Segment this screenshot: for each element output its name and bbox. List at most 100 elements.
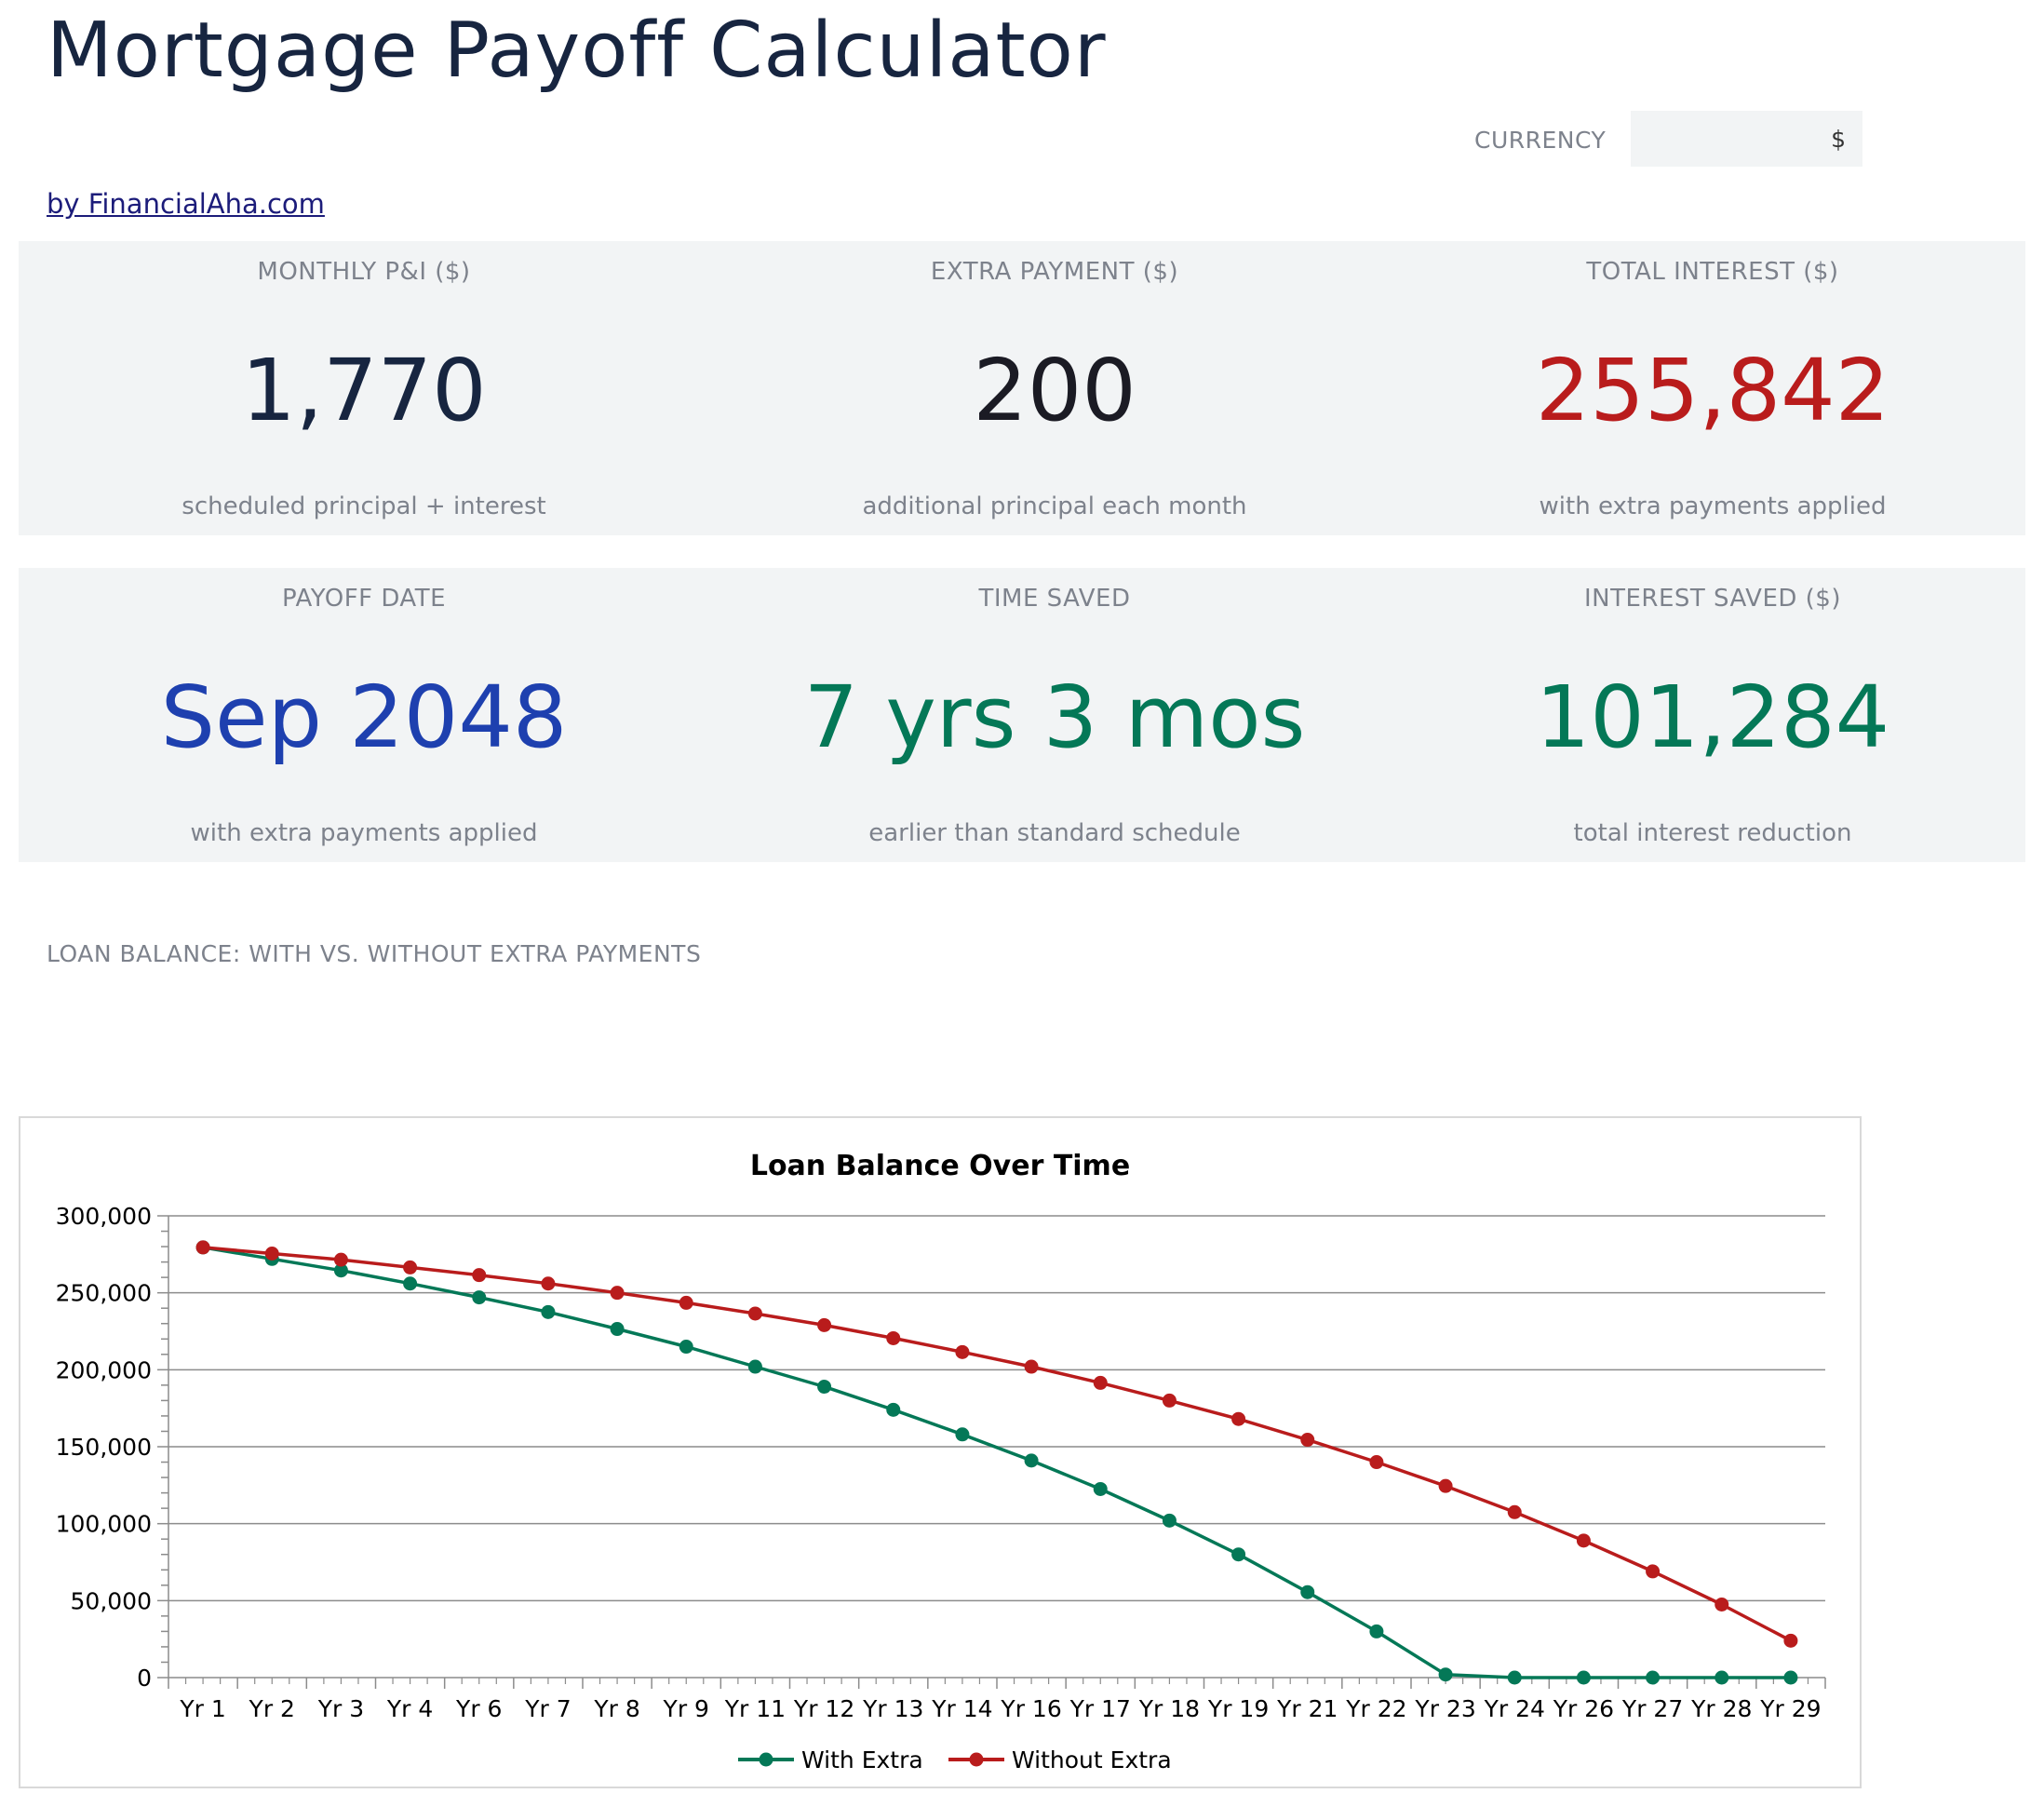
metric-card-time-saved: TIME SAVED 7 yrs 3 mos earlier than stan… bbox=[709, 568, 1400, 862]
legend-marker-without-extra bbox=[969, 1752, 984, 1767]
x-tick-label: Yr 21 bbox=[1276, 1695, 1338, 1722]
data-point-with-extra bbox=[817, 1380, 832, 1395]
y-tick-label: 300,000 bbox=[56, 1203, 152, 1230]
metric-label: TOTAL INTEREST ($) bbox=[1586, 258, 1839, 286]
legend-label-without-extra: Without Extra bbox=[1012, 1746, 1172, 1773]
data-point-with-extra bbox=[1024, 1453, 1039, 1468]
byline-link[interactable]: by FinancialAha.com bbox=[47, 188, 325, 220]
page-title: Mortgage Payoff Calculator bbox=[47, 7, 1107, 95]
metric-card-payoff-date: PAYOFF DATE Sep 2048 with extra payments… bbox=[19, 568, 709, 862]
x-tick-label: Yr 3 bbox=[317, 1695, 364, 1722]
x-tick-label: Yr 26 bbox=[1553, 1695, 1614, 1722]
x-tick-label: Yr 1 bbox=[179, 1695, 225, 1722]
data-point-with-extra bbox=[1783, 1670, 1798, 1685]
x-tick-label: Yr 27 bbox=[1621, 1695, 1683, 1722]
metric-label: EXTRA PAYMENT ($) bbox=[930, 258, 1179, 286]
data-point-without-extra bbox=[886, 1330, 901, 1345]
data-point-without-extra bbox=[541, 1276, 556, 1291]
metric-subtext: additional principal each month bbox=[862, 492, 1247, 520]
x-tick-label: Yr 29 bbox=[1759, 1695, 1821, 1722]
series-line-without-extra bbox=[202, 1246, 1792, 1642]
data-point-with-extra bbox=[1715, 1670, 1729, 1685]
data-point-without-extra bbox=[1715, 1597, 1729, 1611]
data-point-without-extra bbox=[610, 1286, 625, 1301]
metric-subtext: earlier than standard schedule bbox=[868, 819, 1241, 847]
data-point-with-extra bbox=[541, 1304, 556, 1319]
chart-section-heading: LOAN BALANCE: WITH VS. WITHOUT EXTRA PAY… bbox=[47, 940, 702, 967]
x-tick-label: Yr 9 bbox=[663, 1695, 709, 1722]
data-point-without-extra bbox=[472, 1268, 487, 1283]
y-tick-label: 250,000 bbox=[56, 1280, 152, 1307]
data-point-without-extra bbox=[195, 1240, 210, 1255]
x-tick-label: Yr 16 bbox=[1000, 1695, 1061, 1722]
y-tick-label: 100,000 bbox=[56, 1511, 152, 1538]
data-point-with-extra bbox=[1231, 1547, 1246, 1562]
metric-subtext: with extra payments applied bbox=[1539, 492, 1887, 520]
metric-card-monthly-pi: MONTHLY P&I ($) 1,770 scheduled principa… bbox=[19, 241, 709, 535]
data-point-without-extra bbox=[679, 1295, 693, 1310]
data-point-with-extra bbox=[1507, 1670, 1522, 1685]
data-point-with-extra bbox=[1300, 1584, 1315, 1599]
x-tick-label: Yr 13 bbox=[862, 1695, 923, 1722]
data-point-with-extra bbox=[610, 1322, 625, 1337]
currency-label: CURRENCY bbox=[1474, 127, 1607, 154]
data-point-without-extra bbox=[1576, 1533, 1591, 1548]
metric-subtext: total interest reduction bbox=[1573, 819, 1852, 847]
data-point-with-extra bbox=[747, 1359, 762, 1374]
series-line-with-extra bbox=[202, 1246, 1791, 1679]
x-tick-label: Yr 17 bbox=[1069, 1695, 1131, 1722]
data-point-without-extra bbox=[1024, 1359, 1039, 1374]
loan-balance-chart: Loan Balance Over Time 0 50,000 100,000 150… bbox=[19, 1116, 1862, 1788]
data-point-with-extra bbox=[886, 1402, 901, 1417]
metric-label: INTEREST SAVED ($) bbox=[1583, 585, 1841, 613]
metric-value: 255,842 bbox=[1535, 341, 1890, 440]
x-tick-label: Yr 24 bbox=[1484, 1695, 1545, 1722]
chart-axes: 0 50,000 100,000 150,000 200,000 250,000 300,0… bbox=[56, 1203, 1826, 1722]
currency-input[interactable] bbox=[1631, 111, 1862, 167]
data-point-without-extra bbox=[264, 1247, 279, 1261]
x-tick-label: Yr 22 bbox=[1345, 1695, 1406, 1722]
x-tick-label: Yr 28 bbox=[1690, 1695, 1752, 1722]
metric-subtext: with extra payments applied bbox=[190, 819, 538, 847]
data-point-without-extra bbox=[1093, 1375, 1108, 1390]
x-tick-label: Yr 18 bbox=[1138, 1695, 1200, 1722]
y-tick-label: 50,000 bbox=[71, 1587, 152, 1614]
data-point-without-extra bbox=[747, 1306, 762, 1321]
data-point-without-extra bbox=[333, 1252, 348, 1267]
metric-card-extra-payment: EXTRA PAYMENT ($) 200 additional princip… bbox=[709, 241, 1400, 535]
x-tick-label: Yr 6 bbox=[455, 1695, 502, 1722]
metric-label: MONTHLY P&I ($) bbox=[257, 258, 471, 286]
metrics-row-summary: MONTHLY P&I ($) 1,770 scheduled principa… bbox=[19, 241, 2025, 535]
data-point-with-extra bbox=[1646, 1670, 1661, 1685]
data-point-with-extra bbox=[1438, 1667, 1453, 1682]
metric-card-total-interest: TOTAL INTEREST ($) 255,842 with extra pa… bbox=[1400, 241, 2025, 535]
metric-value: 1,770 bbox=[241, 341, 487, 440]
data-point-without-extra bbox=[1369, 1455, 1384, 1470]
x-tick-label: Yr 8 bbox=[593, 1695, 639, 1722]
data-point-without-extra bbox=[1507, 1504, 1522, 1519]
loan-balance-chart-svg: Loan Balance Over Time 0 50,000 100,000 150… bbox=[56, 1150, 1826, 1773]
chart-title: Loan Balance Over Time bbox=[750, 1150, 1130, 1182]
y-tick-label: 200,000 bbox=[56, 1356, 152, 1383]
data-point-with-extra bbox=[472, 1290, 487, 1305]
data-point-with-extra bbox=[679, 1340, 693, 1355]
data-point-without-extra bbox=[1646, 1564, 1661, 1579]
data-point-without-extra bbox=[1162, 1393, 1177, 1408]
metric-card-interest-saved: INTEREST SAVED ($) 101,284 total interes… bbox=[1400, 568, 2025, 862]
x-tick-label: Yr 14 bbox=[931, 1695, 992, 1722]
metric-value: 7 yrs 3 mos bbox=[803, 668, 1306, 767]
data-point-with-extra bbox=[955, 1427, 970, 1442]
x-tick-label: Yr 23 bbox=[1414, 1695, 1475, 1722]
x-tick-label: Yr 19 bbox=[1207, 1695, 1269, 1722]
data-point-without-extra bbox=[403, 1260, 418, 1274]
data-point-without-extra bbox=[1231, 1411, 1246, 1426]
data-point-with-extra bbox=[1576, 1670, 1591, 1685]
x-tick-label: Yr 7 bbox=[524, 1695, 571, 1722]
chart-legend: With Extra Without Extra bbox=[738, 1746, 1172, 1773]
data-point-with-extra bbox=[333, 1263, 348, 1278]
legend-label-with-extra: With Extra bbox=[801, 1746, 923, 1773]
data-point-without-extra bbox=[1438, 1478, 1453, 1493]
x-tick-label: Yr 11 bbox=[724, 1695, 786, 1722]
metric-value: Sep 2048 bbox=[160, 668, 568, 767]
data-point-without-extra bbox=[817, 1317, 832, 1332]
